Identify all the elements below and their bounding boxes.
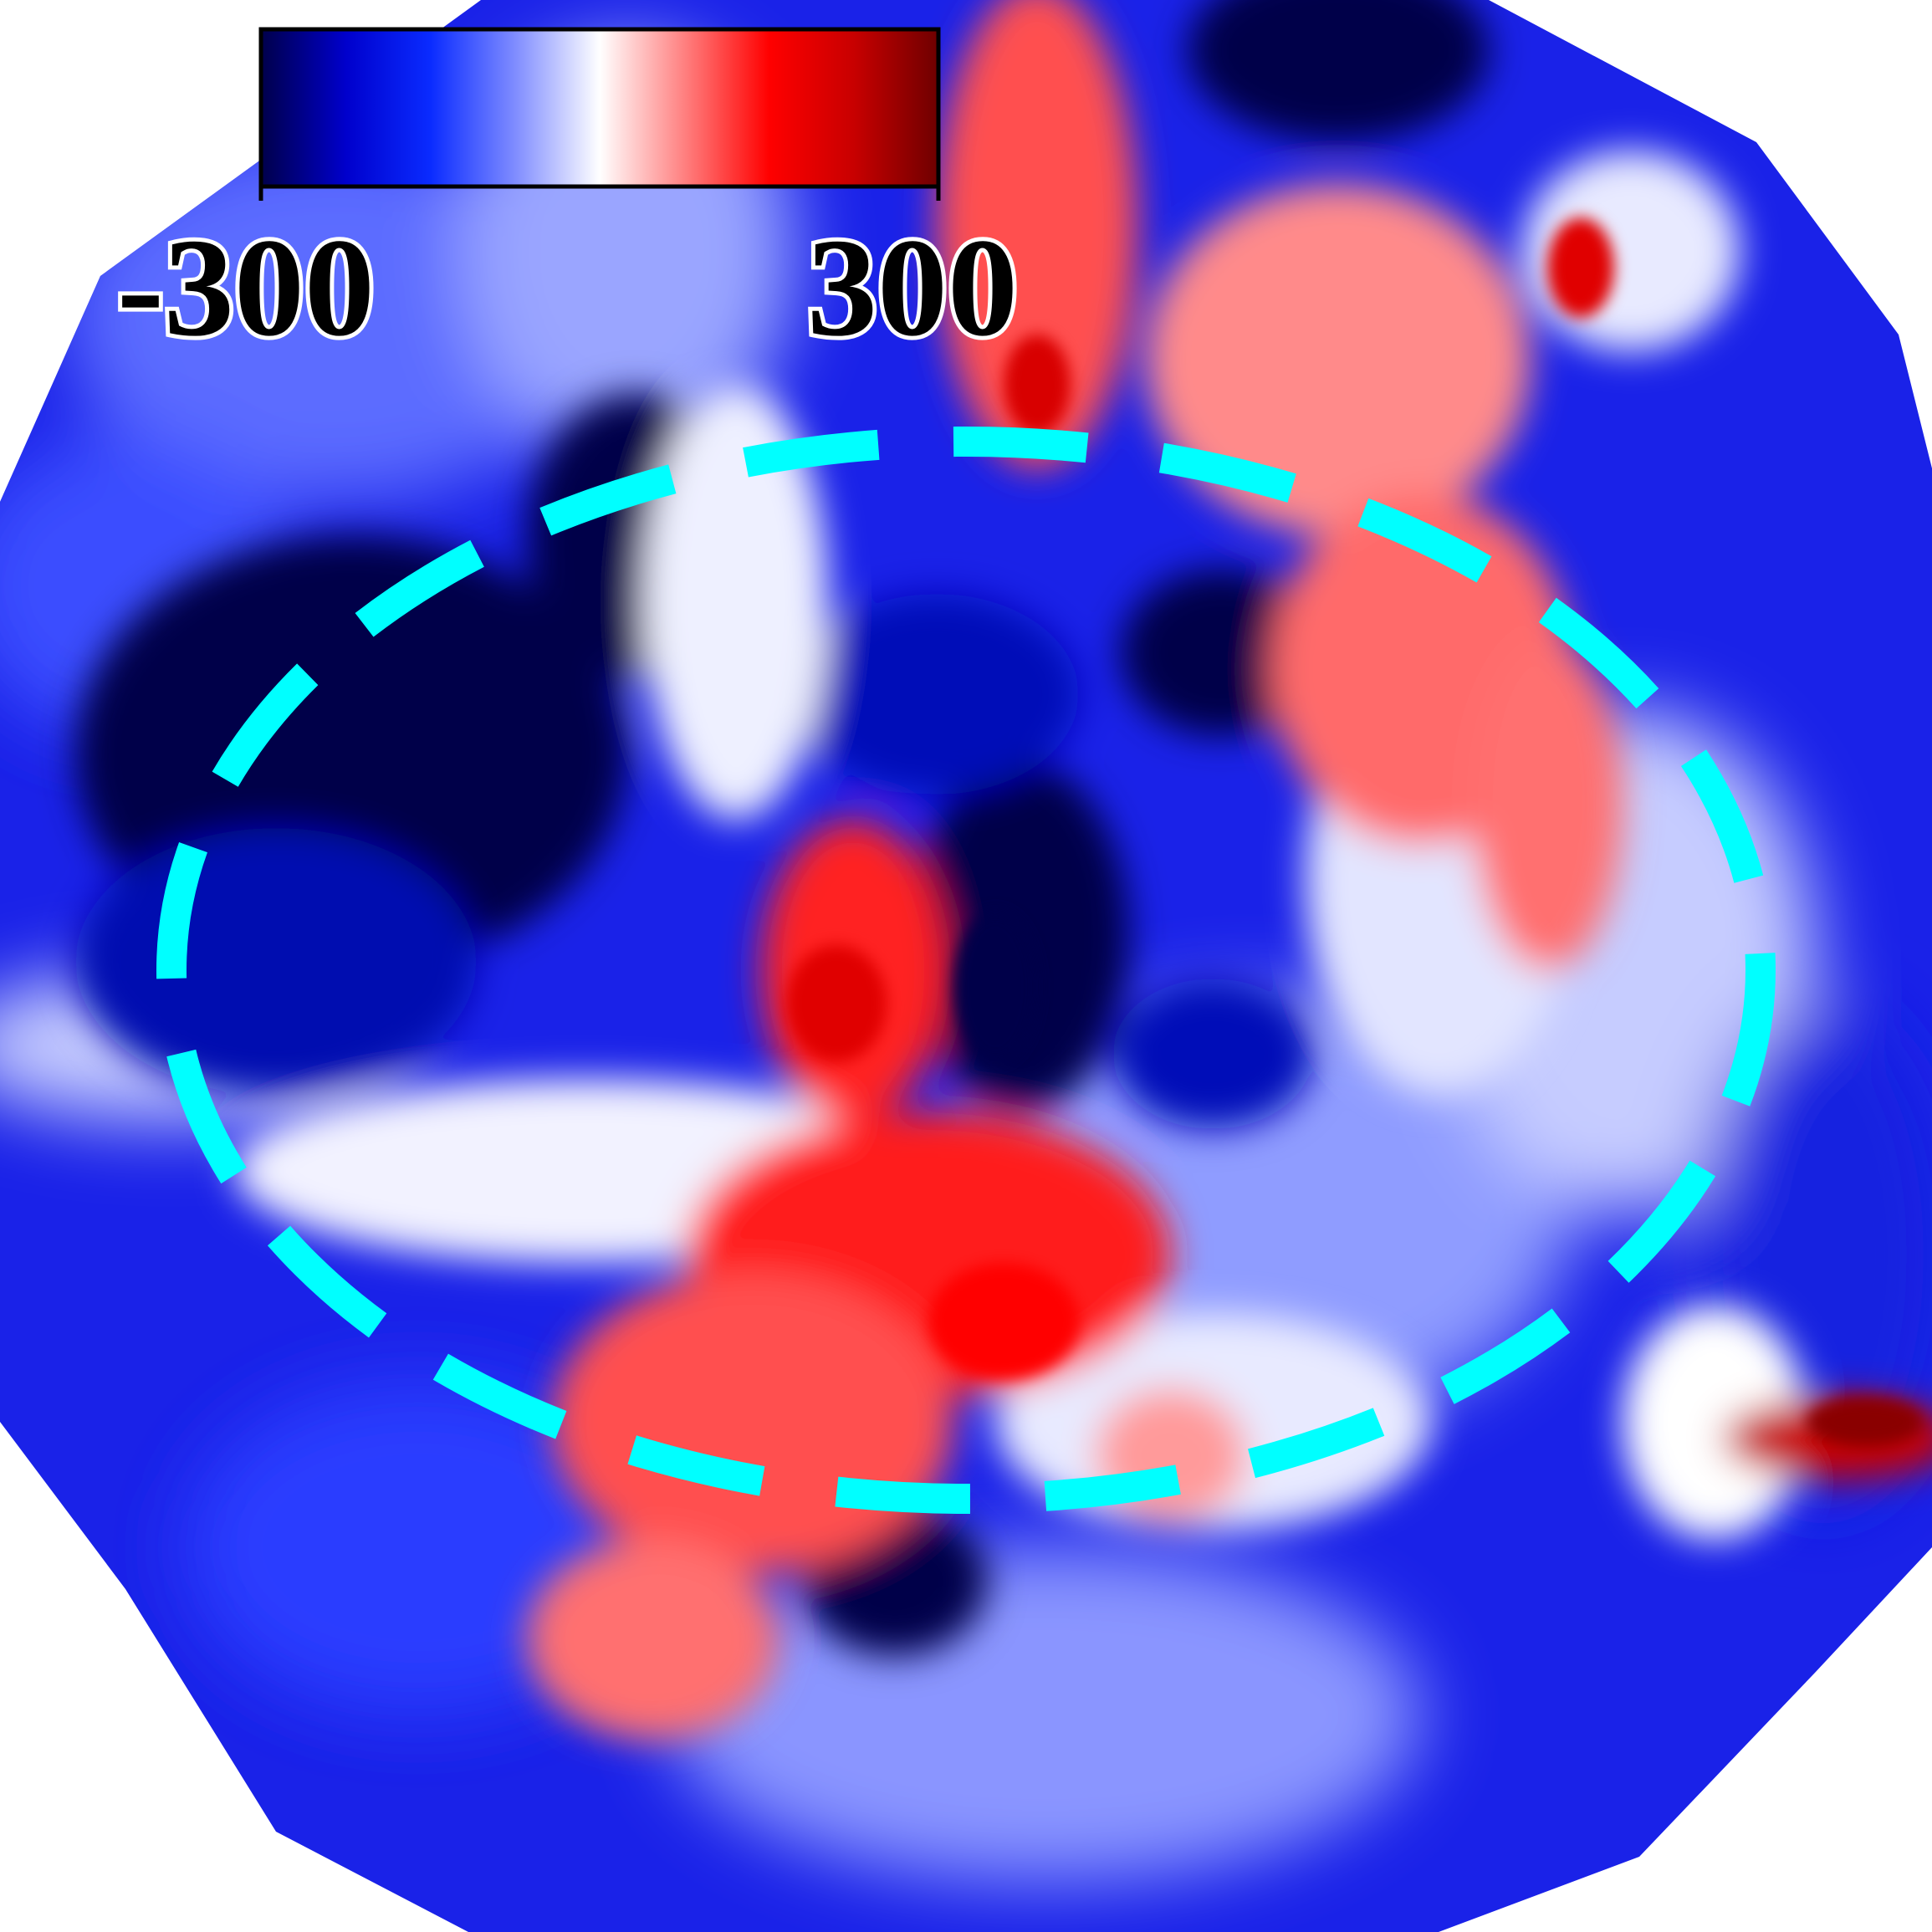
colorbar-bar: [258, 27, 941, 189]
colorbar-max-label: 300: [807, 210, 1018, 365]
colorbar-min-label: -300: [117, 210, 375, 365]
colorbar: -300 300: [113, 27, 1022, 370]
dashed-ellipse-outline: [156, 427, 1776, 1514]
